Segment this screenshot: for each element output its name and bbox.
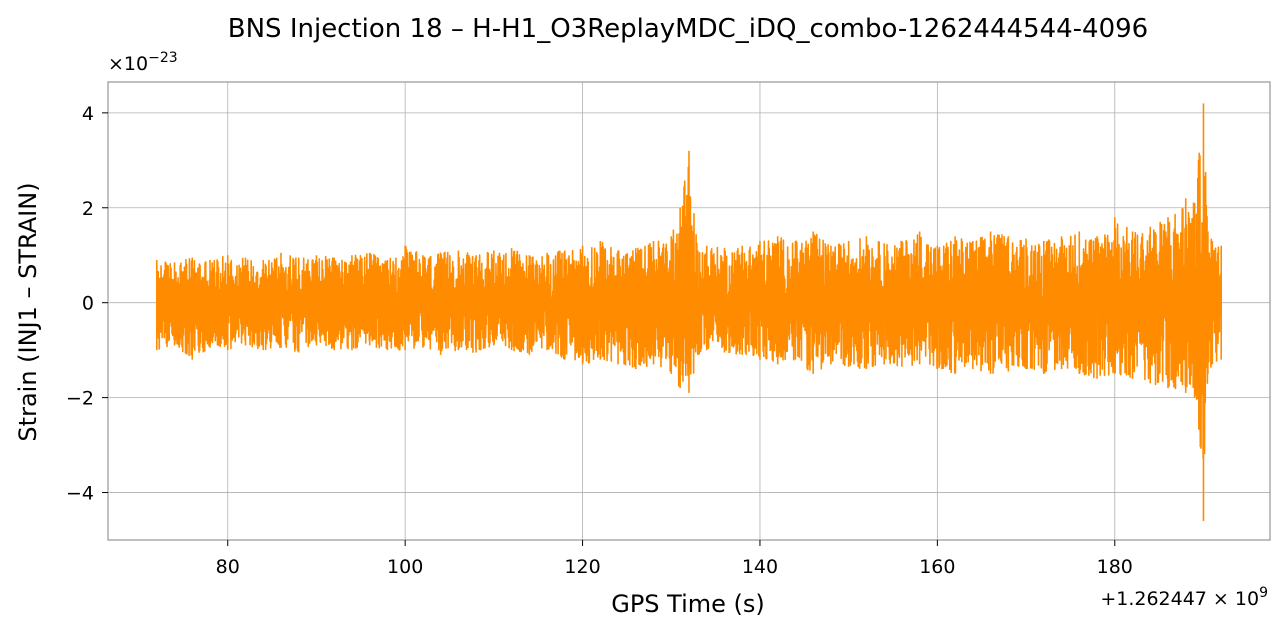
y-tick-label: 4: [82, 103, 94, 125]
y-tick-label: −4: [66, 483, 94, 505]
x-tick-label: 180: [1097, 556, 1133, 578]
chart-title: BNS Injection 18 – H-H1_O3ReplayMDC_iDQ_…: [228, 14, 1148, 44]
y-multiplier-exponent: −23: [148, 50, 178, 66]
x-axis-offset: +1.262447 × 109: [1100, 585, 1268, 610]
x-tick-label: 160: [919, 556, 955, 578]
x-tick-label: 100: [387, 556, 423, 578]
x-offset-base: +1.262447 × 10: [1100, 588, 1259, 610]
x-offset-exponent: 9: [1259, 585, 1268, 601]
y-tick-label: −2: [66, 388, 94, 410]
x-tick-label: 80: [216, 556, 240, 578]
series-layer: [155, 103, 1223, 522]
y-tick-label: 2: [82, 198, 94, 220]
x-tick-label: 140: [742, 556, 778, 578]
x-tick-label: 120: [564, 556, 600, 578]
tick-labels: 80 100 120 140 160 180 −4 −2 0 2 4: [66, 103, 1133, 578]
strain-series-line-0: [155, 103, 1223, 522]
y-axis-label: Strain (INJ1 – STRAIN): [14, 182, 42, 441]
y-multiplier-base: ×10: [108, 53, 148, 75]
y-axis-multiplier: ×10−23: [108, 50, 178, 75]
x-axis-label: GPS Time (s): [611, 590, 765, 618]
y-tick-label: 0: [82, 293, 94, 315]
plot-frame: [107, 81, 1271, 541]
